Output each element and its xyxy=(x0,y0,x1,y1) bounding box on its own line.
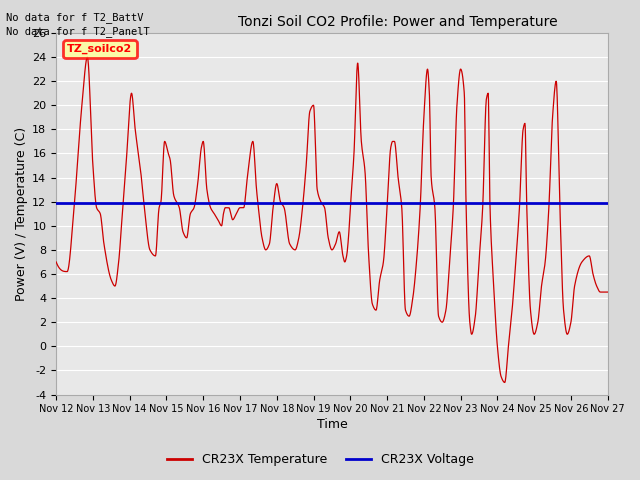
Text: No data for f T2_PanelT: No data for f T2_PanelT xyxy=(6,26,150,37)
Text: No data for f T2_BattV: No data for f T2_BattV xyxy=(6,12,144,23)
X-axis label: Time: Time xyxy=(317,419,348,432)
Legend:  xyxy=(63,40,137,59)
Legend: CR23X Temperature, CR23X Voltage: CR23X Temperature, CR23X Voltage xyxy=(161,448,479,471)
Title: Tonzi Soil CO2 Profile: Power and Temperature: Tonzi Soil CO2 Profile: Power and Temper… xyxy=(238,15,558,29)
Y-axis label: Power (V) / Temperature (C): Power (V) / Temperature (C) xyxy=(15,127,28,301)
